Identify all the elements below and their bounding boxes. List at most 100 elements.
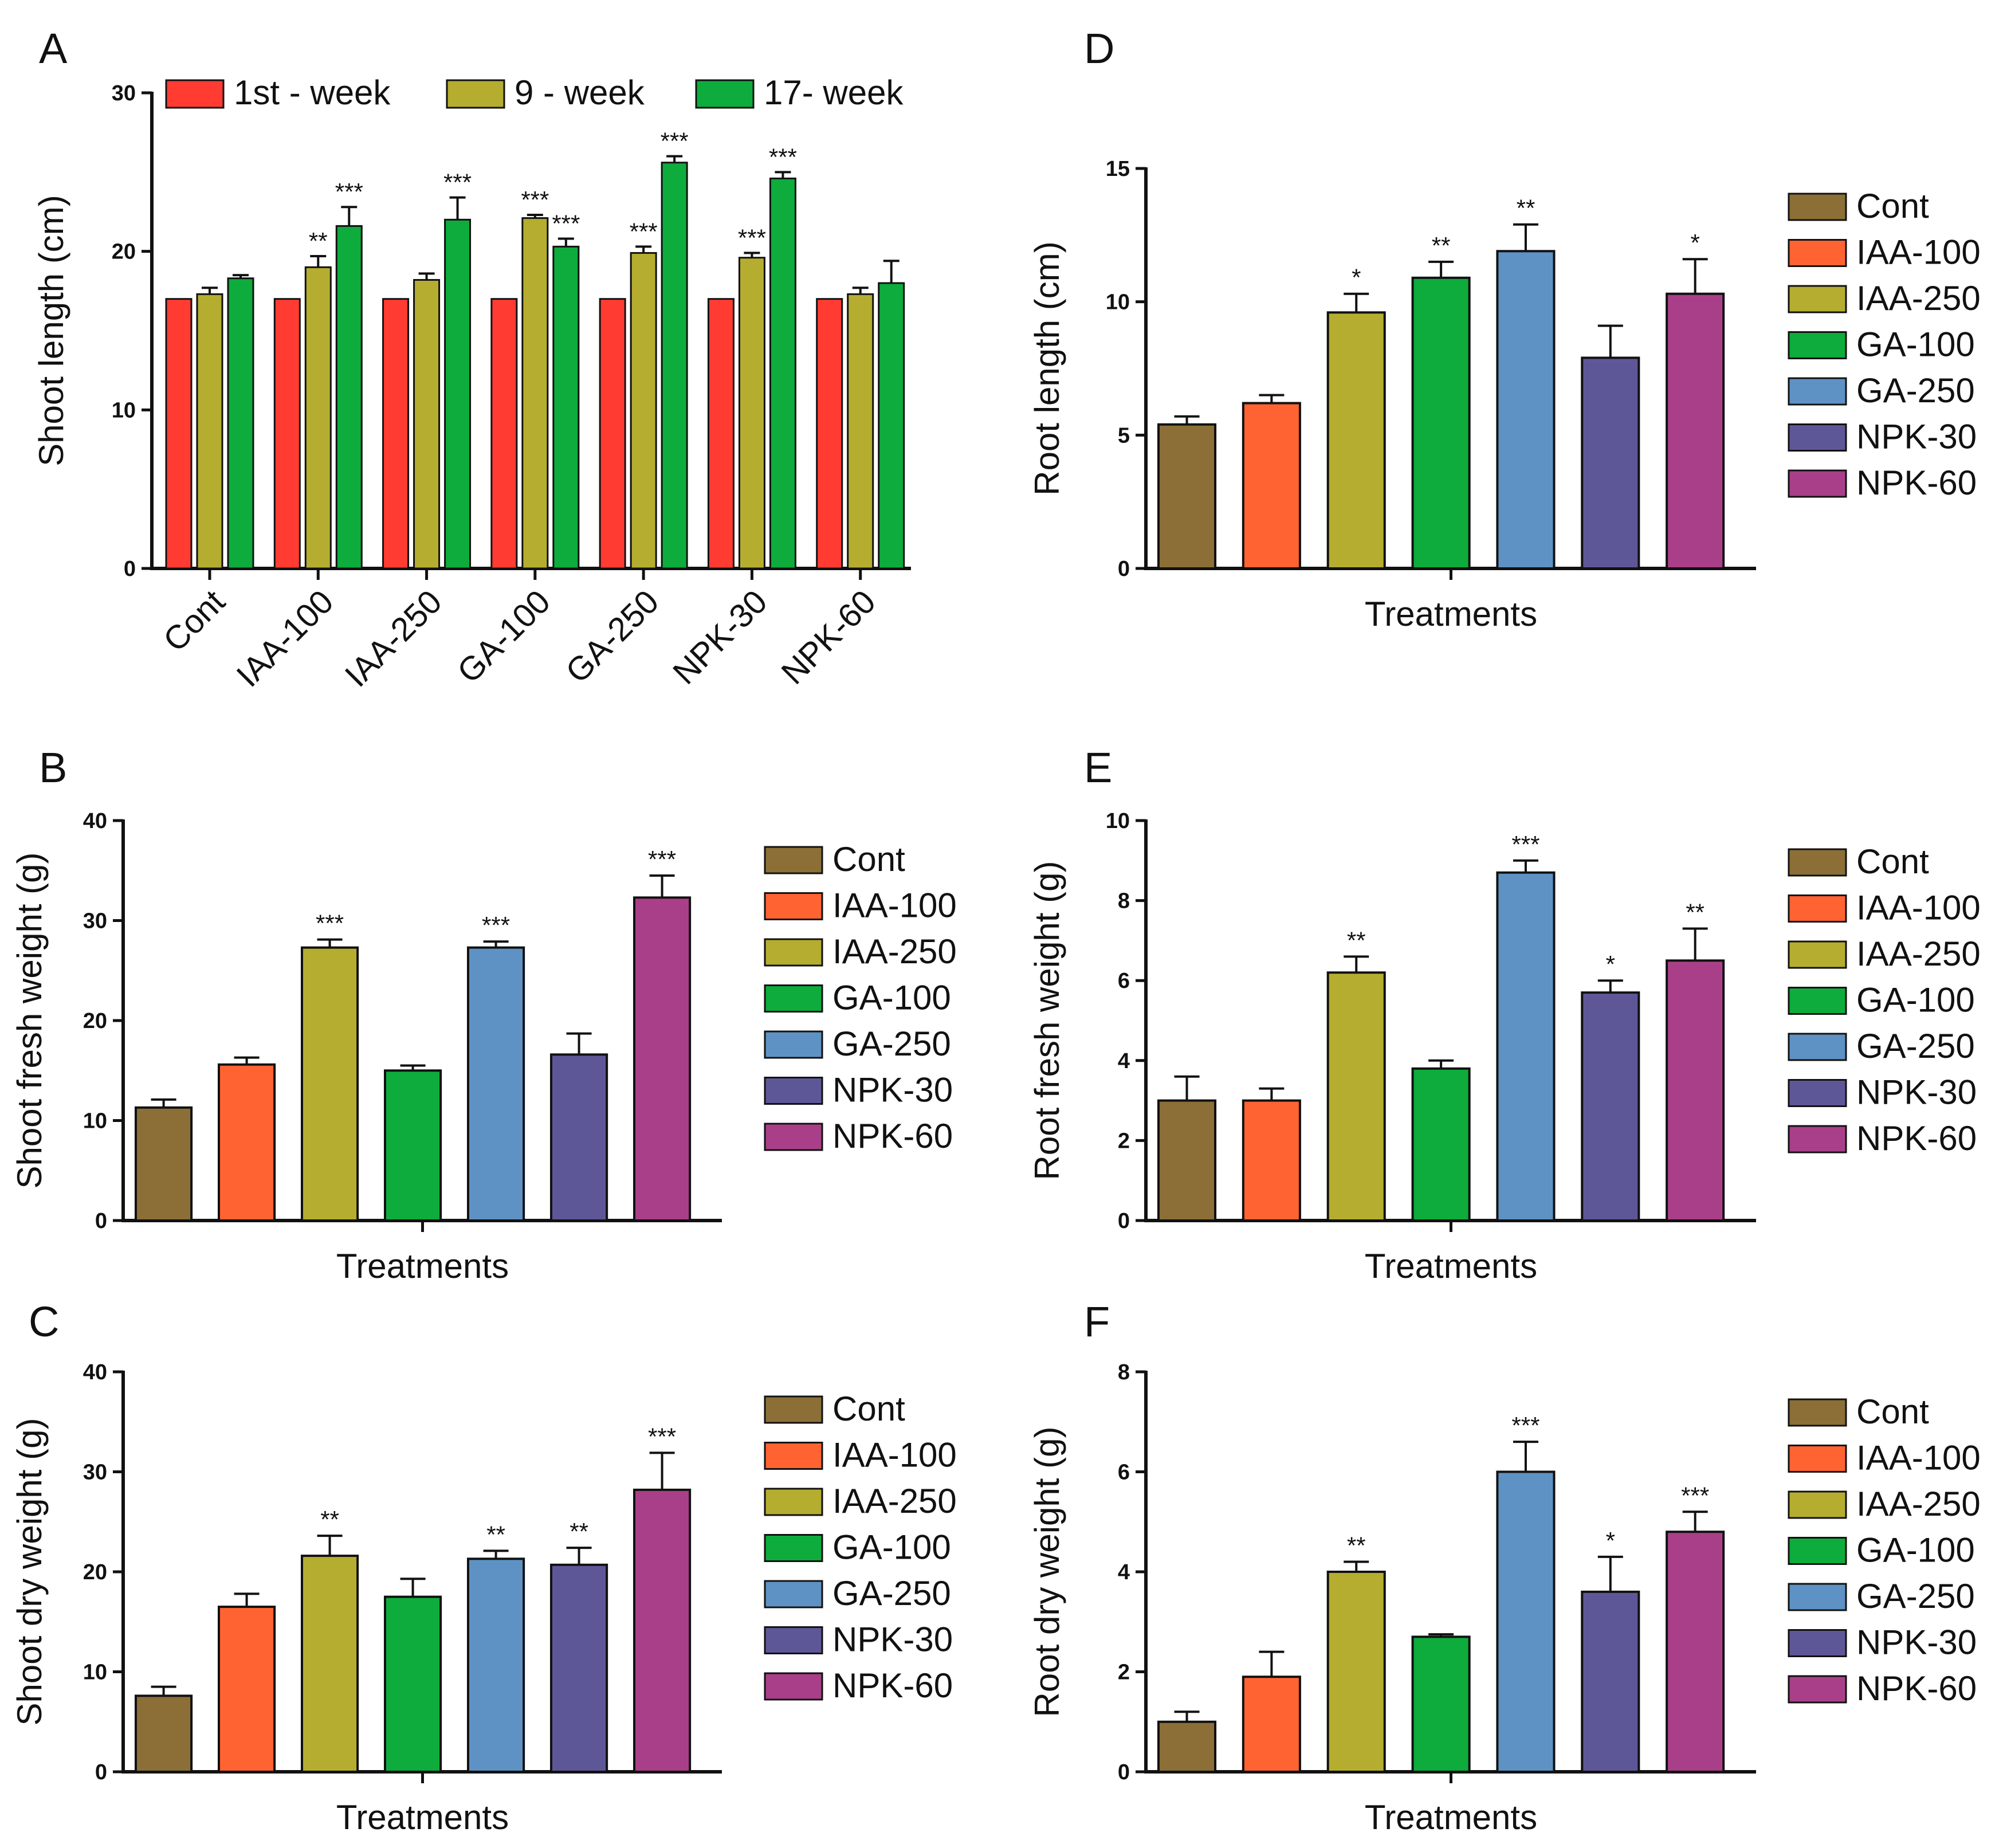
bar <box>661 162 688 570</box>
legend-swatch <box>764 984 823 1013</box>
legend-swatch <box>1788 331 1847 359</box>
y-tick-label: 4 <box>1118 1049 1130 1073</box>
legend-label: GA-100 <box>1856 325 1975 364</box>
legend-label: Cont <box>832 1390 905 1428</box>
y-tick-label: 10 <box>1106 809 1130 833</box>
y-tick-label: 30 <box>112 81 136 105</box>
bar <box>1496 1470 1556 1773</box>
legend-swatch <box>1788 377 1847 406</box>
legend-label: Cont <box>1856 842 1929 881</box>
bar <box>552 245 580 570</box>
significance-label: *** <box>1511 1412 1539 1439</box>
legend-label: IAA-250 <box>1856 279 1981 317</box>
bar <box>135 1694 193 1773</box>
legend-label: GA-250 <box>1856 371 1975 410</box>
y-tick-label: 10 <box>83 1661 107 1685</box>
legend-swatch <box>764 1030 823 1059</box>
bar <box>227 277 254 570</box>
legend-swatch <box>1788 469 1847 498</box>
panel-letter: E <box>1084 744 1112 791</box>
significance-label: *** <box>1681 1482 1709 1509</box>
bar <box>1326 311 1386 570</box>
legend-swatch <box>764 1580 823 1608</box>
legend-label: GA-100 <box>832 1528 951 1567</box>
bar <box>816 298 843 570</box>
panel-letter: C <box>29 1298 59 1345</box>
significance-label: *** <box>630 218 658 245</box>
y-tick-label: 20 <box>83 1009 107 1033</box>
legend-label: NPK-30 <box>1856 1073 1977 1112</box>
y-tick-label: 10 <box>112 398 136 422</box>
legend-label: IAA-100 <box>832 1436 957 1474</box>
legend-swatch <box>764 846 823 874</box>
panel-letter: B <box>39 744 67 791</box>
bar <box>467 1557 525 1773</box>
significance-label: *** <box>335 178 363 205</box>
legend-label: IAA-100 <box>832 886 957 925</box>
bar <box>384 1069 442 1222</box>
y-tick-label: 2 <box>1118 1129 1130 1153</box>
y-axis-title: Root fresh weight (g) <box>1028 861 1066 1180</box>
legend-label: NPK-60 <box>1856 1669 1977 1708</box>
significance-label: ** <box>1347 1532 1366 1559</box>
bar <box>1496 871 1556 1222</box>
bar <box>1581 991 1640 1222</box>
bar <box>135 1106 193 1222</box>
bar <box>273 298 301 570</box>
legend-swatch <box>764 1442 823 1470</box>
bar <box>1411 1635 1471 1774</box>
y-tick-label: 0 <box>1118 557 1130 581</box>
bar <box>1581 1590 1640 1773</box>
legend-label: IAA-250 <box>832 1482 957 1520</box>
y-tick-label: 6 <box>1118 1461 1130 1485</box>
y-tick-label: 0 <box>1118 1760 1130 1784</box>
bar <box>847 293 874 570</box>
bar <box>1666 292 1725 570</box>
legend-swatch <box>764 1077 823 1105</box>
y-tick-label: 0 <box>1118 1209 1130 1233</box>
y-tick-label: 0 <box>124 557 136 581</box>
legend-label: GA-100 <box>1856 1531 1975 1570</box>
legend-swatch <box>1788 423 1847 452</box>
y-tick-label: 15 <box>1106 157 1130 181</box>
legend-label: NPK-30 <box>1856 418 1977 456</box>
significance-label: *** <box>482 912 510 939</box>
y-tick-label: 20 <box>83 1560 107 1584</box>
significance-label: *** <box>1511 831 1539 858</box>
y-tick-label: 30 <box>83 909 107 933</box>
significance-label: *** <box>521 186 549 213</box>
legend-label: 1st - week <box>234 73 391 112</box>
y-tick-label: 2 <box>1118 1661 1130 1685</box>
legend-swatch <box>1788 1398 1847 1427</box>
legend-swatch <box>446 79 505 109</box>
legend-swatch <box>764 938 823 967</box>
y-tick-label: 0 <box>95 1760 107 1784</box>
y-tick-label: 8 <box>1118 1360 1130 1384</box>
significance-label: ** <box>1432 232 1451 259</box>
bar <box>1411 1067 1471 1222</box>
legend-swatch <box>1788 1629 1847 1657</box>
significance-label: ** <box>320 1506 339 1533</box>
legend-label: NPK-60 <box>832 1117 953 1155</box>
chart-panel-B: B Shoot fresh weight (g) 0 10 20 30 40 *** *** **… <box>10 744 957 1285</box>
legend-label: NPK-30 <box>1856 1623 1977 1662</box>
bar <box>1326 971 1386 1222</box>
bar <box>1242 1676 1301 1774</box>
significance-label: *** <box>316 910 344 937</box>
legend-swatch <box>1788 894 1847 923</box>
legend-swatch <box>1788 1675 1847 1704</box>
bar <box>521 217 549 570</box>
bar <box>1666 959 1725 1222</box>
y-tick-label: 0 <box>95 1209 107 1233</box>
legend-swatch <box>764 1395 823 1424</box>
legend-label: GA-250 <box>1856 1577 1975 1615</box>
significance-label: * <box>1606 1527 1615 1554</box>
y-tick-label: 40 <box>83 1360 107 1384</box>
y-axis-title: Shoot dry weight (g) <box>10 1418 49 1726</box>
panel-letter: A <box>39 25 68 72</box>
x-axis-title: Treatments <box>336 1247 509 1285</box>
